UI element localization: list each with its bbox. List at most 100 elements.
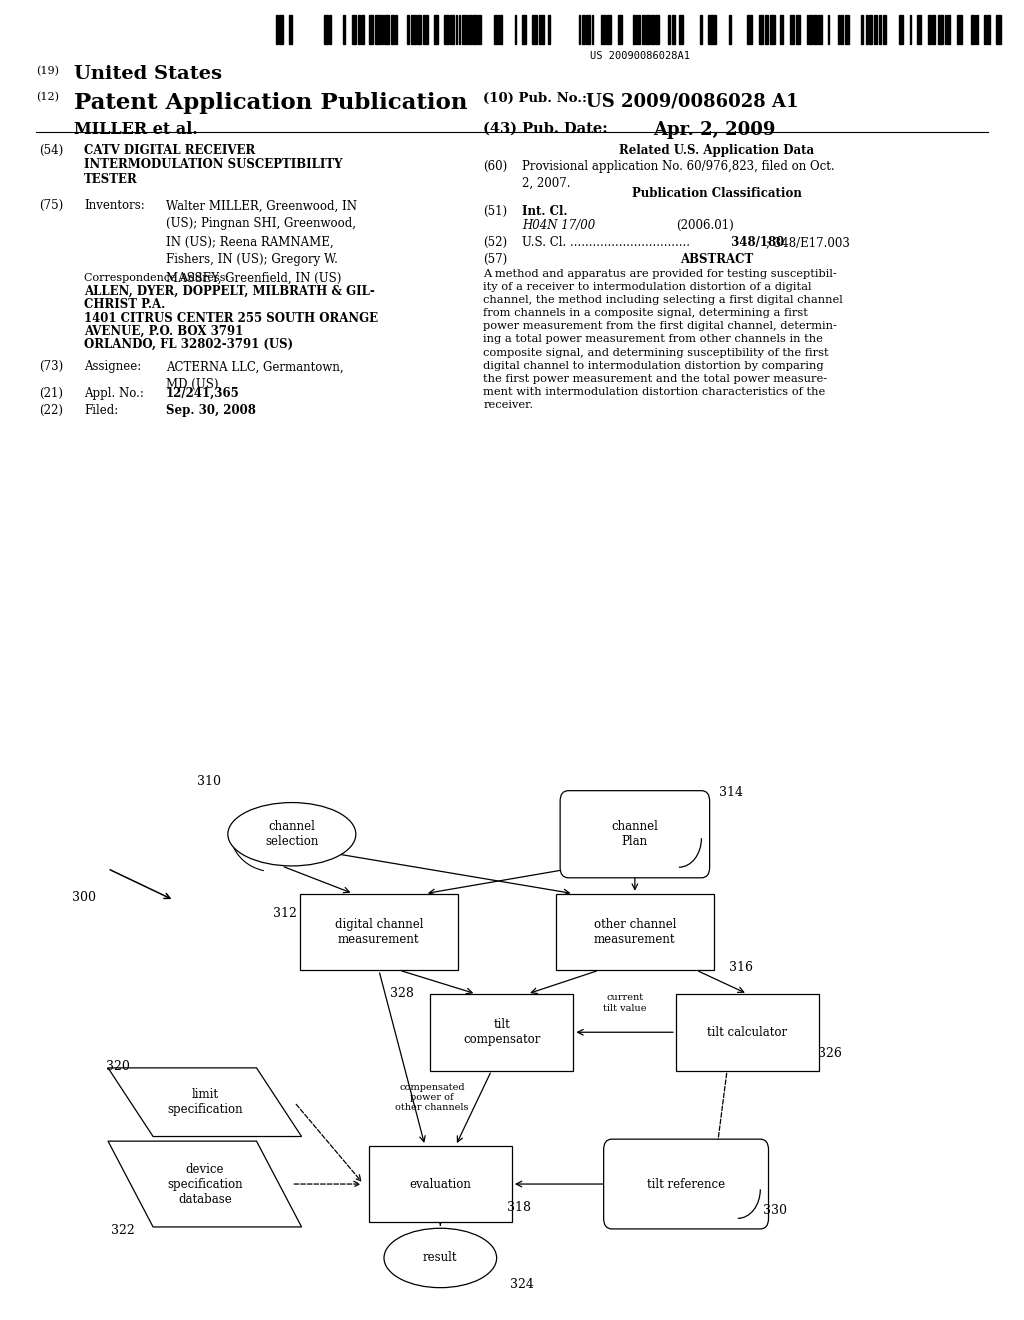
Bar bbox=[996, 15, 1001, 44]
Text: Patent Application Publication: Patent Application Publication bbox=[74, 92, 467, 115]
FancyBboxPatch shape bbox=[555, 894, 715, 970]
Text: Related U.S. Application Data: Related U.S. Application Data bbox=[620, 144, 814, 157]
Bar bbox=[807, 15, 808, 44]
Bar bbox=[605, 15, 610, 44]
Text: Publication Classification: Publication Classification bbox=[632, 187, 802, 201]
Bar bbox=[417, 15, 421, 44]
Bar bbox=[343, 15, 345, 44]
Bar bbox=[976, 15, 978, 44]
Text: channel
Plan: channel Plan bbox=[611, 820, 658, 849]
Text: Sep. 30, 2008: Sep. 30, 2008 bbox=[166, 404, 256, 417]
Text: AVENUE, P.O. BOX 3791: AVENUE, P.O. BOX 3791 bbox=[84, 325, 244, 338]
Bar bbox=[899, 15, 903, 44]
Text: 328: 328 bbox=[390, 987, 415, 1001]
Text: (57): (57) bbox=[483, 253, 508, 267]
Bar bbox=[838, 15, 840, 44]
Text: (60): (60) bbox=[483, 160, 508, 173]
Bar bbox=[879, 15, 882, 44]
Text: Filed:: Filed: bbox=[84, 404, 118, 417]
Text: (21): (21) bbox=[39, 387, 62, 400]
Bar bbox=[947, 15, 950, 44]
Text: U.S. Cl. ................................: U.S. Cl. ...............................… bbox=[522, 236, 690, 249]
Text: ; 348/E17.003: ; 348/E17.003 bbox=[766, 236, 850, 249]
Bar bbox=[909, 15, 911, 44]
Bar bbox=[280, 15, 284, 44]
Text: CHRIST P.A.: CHRIST P.A. bbox=[84, 298, 165, 312]
Bar bbox=[668, 15, 670, 44]
Bar bbox=[813, 15, 817, 44]
Text: result: result bbox=[423, 1251, 458, 1265]
Bar bbox=[883, 15, 886, 44]
Text: tilt
compensator: tilt compensator bbox=[463, 1018, 541, 1047]
Text: 324: 324 bbox=[510, 1278, 535, 1291]
Bar bbox=[423, 15, 427, 44]
Text: (19): (19) bbox=[36, 66, 58, 77]
Text: 314: 314 bbox=[719, 785, 743, 799]
Text: compensated
power of
other channels: compensated power of other channels bbox=[395, 1082, 469, 1113]
Bar bbox=[579, 15, 581, 44]
Text: Provisional application No. 60/976,823, filed on Oct.
2, 2007.: Provisional application No. 60/976,823, … bbox=[522, 160, 835, 190]
Text: INTERMODULATION SUSCEPTIBILITY: INTERMODULATION SUSCEPTIBILITY bbox=[84, 158, 342, 172]
Bar bbox=[434, 15, 438, 44]
Bar bbox=[987, 15, 990, 44]
Bar bbox=[499, 15, 503, 44]
Text: 300: 300 bbox=[72, 891, 96, 904]
FancyBboxPatch shape bbox=[604, 1139, 768, 1229]
Bar bbox=[700, 15, 702, 44]
Bar bbox=[494, 15, 498, 44]
Bar bbox=[637, 15, 640, 44]
Bar bbox=[329, 15, 331, 44]
Bar bbox=[276, 15, 278, 44]
Text: US 2009/0086028 A1: US 2009/0086028 A1 bbox=[586, 92, 799, 111]
Bar bbox=[945, 15, 946, 44]
Bar bbox=[470, 15, 472, 44]
Text: (51): (51) bbox=[483, 205, 508, 218]
Text: Walter MILLER, Greenwood, IN
(US); Pingnan SHI, Greenwood,
IN (US); Reena RAMNAM: Walter MILLER, Greenwood, IN (US); Pingn… bbox=[166, 199, 357, 284]
Text: Appl. No.:: Appl. No.: bbox=[84, 387, 143, 400]
Text: 316: 316 bbox=[729, 961, 754, 974]
Bar bbox=[457, 15, 458, 44]
FancyBboxPatch shape bbox=[299, 894, 459, 970]
FancyBboxPatch shape bbox=[430, 994, 573, 1071]
Bar bbox=[391, 15, 394, 44]
Bar bbox=[708, 15, 713, 44]
Text: (43) Pub. Date:: (43) Pub. Date: bbox=[483, 121, 608, 136]
Bar bbox=[515, 15, 516, 44]
Bar bbox=[548, 15, 550, 44]
Bar bbox=[714, 15, 716, 44]
Text: 12/241,365: 12/241,365 bbox=[166, 387, 240, 400]
Bar bbox=[765, 15, 768, 44]
Text: 322: 322 bbox=[111, 1224, 135, 1237]
Text: evaluation: evaluation bbox=[410, 1177, 471, 1191]
Bar bbox=[866, 15, 867, 44]
Bar bbox=[477, 15, 480, 44]
Text: 1401 CITRUS CENTER 255 SOUTH ORANGE: 1401 CITRUS CENTER 255 SOUTH ORANGE bbox=[84, 312, 378, 325]
Bar bbox=[793, 15, 795, 44]
Text: Inventors:: Inventors: bbox=[84, 199, 144, 213]
Text: 348/180: 348/180 bbox=[727, 236, 784, 249]
FancyBboxPatch shape bbox=[369, 1146, 512, 1222]
Bar bbox=[932, 15, 935, 44]
Bar bbox=[679, 15, 683, 44]
Text: (54): (54) bbox=[39, 144, 63, 157]
Text: Correspondence Address:: Correspondence Address: bbox=[84, 273, 229, 284]
Bar bbox=[928, 15, 931, 44]
Ellipse shape bbox=[227, 803, 356, 866]
Text: 318: 318 bbox=[507, 1201, 531, 1214]
Text: H04N 17/00: H04N 17/00 bbox=[522, 219, 596, 232]
Bar bbox=[729, 15, 731, 44]
Ellipse shape bbox=[384, 1228, 497, 1288]
Text: (12): (12) bbox=[36, 92, 58, 103]
Text: ALLEN, DYER, DOPPELT, MILBRATH & GIL-: ALLEN, DYER, DOPPELT, MILBRATH & GIL- bbox=[84, 285, 375, 298]
Bar bbox=[654, 15, 659, 44]
Text: 330: 330 bbox=[763, 1204, 787, 1217]
Text: CATV DIGITAL RECEIVER: CATV DIGITAL RECEIVER bbox=[84, 144, 255, 157]
Bar bbox=[672, 15, 675, 44]
Bar bbox=[770, 15, 775, 44]
Bar bbox=[938, 15, 943, 44]
Bar bbox=[444, 15, 449, 44]
Bar bbox=[617, 15, 623, 44]
Bar bbox=[384, 15, 389, 44]
Text: A method and apparatus are provided for testing susceptibil-
ity of a receiver t: A method and apparatus are provided for … bbox=[483, 269, 843, 409]
Text: tilt reference: tilt reference bbox=[647, 1177, 725, 1191]
